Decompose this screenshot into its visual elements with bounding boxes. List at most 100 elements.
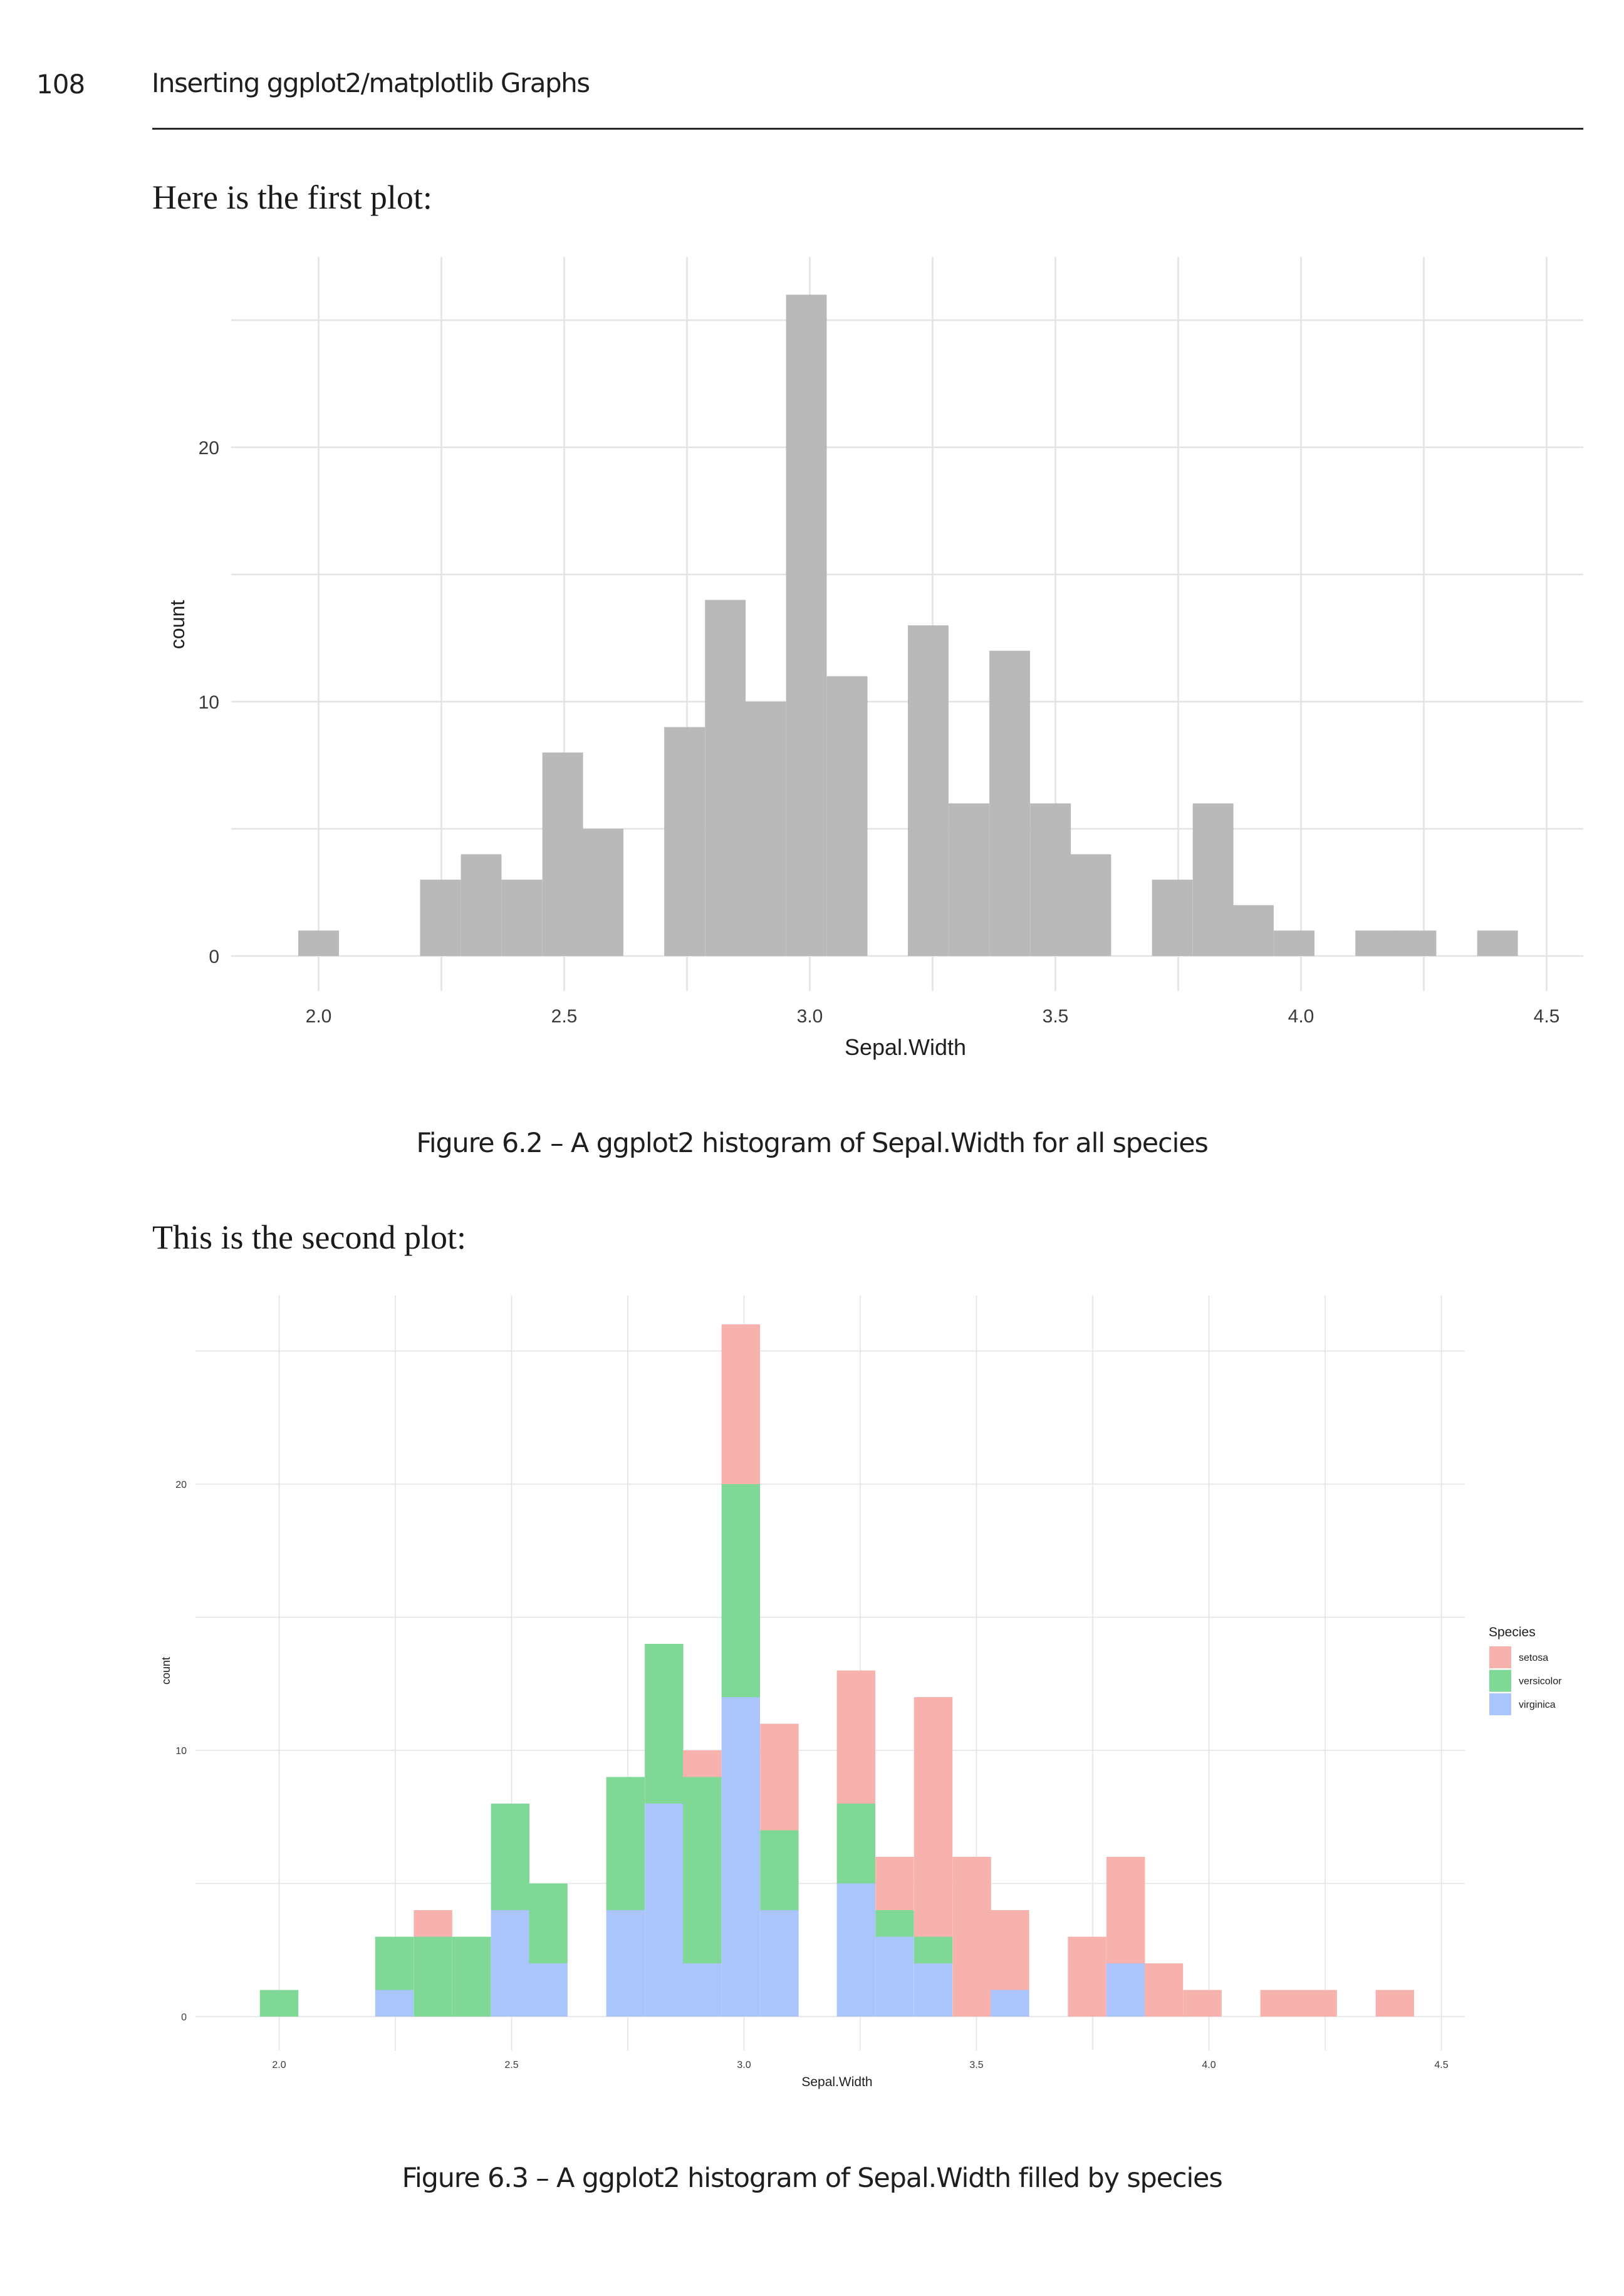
stacked-bar-segment-setosa	[683, 1750, 722, 1777]
legend-title: Species	[1489, 1625, 1536, 1639]
stacked-bar-segment-virginica	[875, 1936, 914, 2017]
stacked-bar-segment-versicolor	[606, 1777, 645, 1910]
chart2-legend: Species setosa versicolor virginica	[1489, 1625, 1562, 1715]
chart2-x-axis-label: Sepal.Width	[801, 2075, 872, 2089]
y-tick-label: 10	[175, 1746, 187, 1757]
y-tick-label: 20	[199, 438, 219, 459]
x-tick-label: 3.0	[797, 1006, 823, 1027]
stacked-bar-segment-setosa	[414, 1910, 452, 1937]
x-tick-label: 2.5	[504, 2060, 518, 2070]
stacked-bar-segment-virginica	[760, 1910, 799, 2017]
legend-label-versicolor: versicolor	[1519, 1676, 1562, 1687]
stacked-bar-segment-setosa	[952, 1857, 991, 2017]
legend-swatch-setosa	[1489, 1646, 1511, 1668]
chart2-y-ticks: 0 10 20	[175, 1480, 187, 2023]
y-tick-label: 0	[209, 947, 219, 967]
stacked-bar-segment-setosa	[1144, 1963, 1184, 2017]
stacked-bar-segment-versicolor	[836, 1804, 876, 1884]
x-tick-label: 3.0	[737, 2060, 751, 2070]
histogram-bar	[1477, 930, 1518, 956]
y-tick-label: 20	[175, 1480, 187, 1490]
histogram-bar	[705, 600, 746, 956]
stacked-bar-segment-versicolor	[375, 1936, 414, 1990]
stacked-bar-segment-setosa	[1298, 1990, 1337, 2017]
x-tick-label: 2.0	[272, 2060, 286, 2070]
histogram-bar	[542, 752, 583, 956]
y-tick-label: 0	[181, 2012, 187, 2023]
figure-caption-6-2: Figure 6.2 – A ggplot2 histogram of Sepa…	[416, 1128, 1209, 1159]
stacked-bar-segment-setosa	[760, 1723, 799, 1831]
x-tick-label: 4.0	[1288, 1006, 1314, 1027]
stacked-bar-segment-virginica	[991, 1990, 1029, 2017]
stacked-bar-segment-versicolor	[875, 1910, 914, 1937]
legend-swatch-virginica	[1489, 1693, 1511, 1715]
histogram-bar	[1355, 930, 1397, 956]
stacked-bar-segment-virginica	[914, 1963, 953, 2017]
histogram-bar	[461, 854, 502, 956]
stacked-bar-segment-setosa	[1183, 1990, 1222, 2017]
chart1-y-ticks: 0 10 20	[199, 438, 219, 967]
stacked-bar-segment-virginica	[836, 1883, 876, 2017]
stacked-bar-segment-virginica	[529, 1963, 568, 2017]
chart2-bars	[259, 1324, 1415, 2017]
histogram-bar	[786, 294, 827, 956]
histogram-bar	[1274, 930, 1314, 956]
stacked-bar-segment-virginica	[375, 1990, 414, 2017]
stacked-bar-segment-setosa	[721, 1324, 761, 1484]
stacked-bar-segment-virginica	[683, 1963, 722, 2017]
histogram-bar	[745, 702, 786, 956]
histogram-bar	[1152, 880, 1193, 956]
stacked-bar-segment-versicolor	[259, 1990, 299, 2017]
stacked-bar-segment-virginica	[1106, 1963, 1145, 2017]
chart1-bars	[298, 294, 1518, 956]
histogram-bar	[1030, 803, 1071, 956]
stacked-bar-segment-setosa	[1260, 1990, 1299, 2017]
figure-caption-6-3: Figure 6.3 – A ggplot2 histogram of Sepa…	[402, 2163, 1222, 2194]
stacked-bar-segment-versicolor	[645, 1644, 684, 1804]
y-tick-label: 10	[199, 692, 219, 713]
intro-first-plot: Here is the first plot:	[152, 179, 432, 216]
histogram-bar	[664, 727, 705, 956]
x-tick-label: 2.0	[306, 1006, 332, 1027]
histogram-bar	[1070, 854, 1111, 956]
stacked-bar-segment-versicolor	[529, 1883, 568, 1963]
stacked-bar-segment-virginica	[606, 1910, 645, 2017]
stacked-bar-segment-setosa	[914, 1697, 953, 1937]
running-head: Inserting ggplot2/matplotlib Graphs	[152, 68, 590, 98]
histogram-by-species: 0 10 20 2.0 2.5 3.0 3.5 4.0 4.5 count Sepal.Wid…	[160, 1296, 1562, 2089]
header-rule	[152, 128, 1583, 130]
histogram-bar	[826, 676, 868, 956]
stacked-bar-segment-versicolor	[683, 1777, 722, 1963]
histogram-bar	[1395, 930, 1437, 956]
chart2-x-ticks: 2.0 2.5 3.0 3.5 4.0 4.5	[272, 2060, 1448, 2070]
histogram-bar	[949, 803, 989, 956]
legend-label-virginica: virginica	[1519, 1700, 1556, 1710]
stacked-bar-segment-setosa	[1106, 1857, 1145, 1963]
stacked-bar-segment-versicolor	[760, 1830, 799, 1910]
stacked-bar-segment-versicolor	[914, 1936, 953, 1963]
x-tick-label: 4.0	[1202, 2060, 1215, 2070]
stacked-bar-segment-setosa	[1375, 1990, 1415, 2017]
histogram-bar	[1232, 905, 1274, 956]
x-tick-label: 3.5	[969, 2060, 983, 2070]
x-tick-label: 4.5	[1434, 2060, 1448, 2070]
stacked-bar-segment-versicolor	[721, 1484, 761, 1697]
stacked-bar-segment-versicolor	[491, 1804, 529, 1910]
stacked-bar-segment-setosa	[1068, 1936, 1106, 2017]
stacked-bar-segment-setosa	[875, 1857, 914, 1910]
chart2-y-axis-label: count	[160, 1657, 172, 1685]
page-number: 108	[36, 69, 85, 100]
stacked-bar-segment-virginica	[721, 1697, 761, 2017]
x-tick-label: 2.5	[551, 1006, 578, 1027]
histogram-bar	[582, 829, 623, 956]
stacked-bar-segment-versicolor	[414, 1936, 452, 2017]
histogram-bar	[989, 650, 1031, 956]
stacked-bar-segment-versicolor	[452, 1936, 491, 2017]
stacked-bar-segment-virginica	[491, 1910, 529, 2017]
stacked-bar-segment-setosa	[836, 1670, 876, 1804]
stacked-bar-segment-setosa	[991, 1910, 1029, 1990]
histogram-bar	[420, 880, 461, 956]
chart1-x-ticks: 2.0 2.5 3.0 3.5 4.0 4.5	[306, 1006, 1560, 1027]
legend-label-setosa: setosa	[1519, 1653, 1548, 1663]
x-tick-label: 3.5	[1043, 1006, 1069, 1027]
